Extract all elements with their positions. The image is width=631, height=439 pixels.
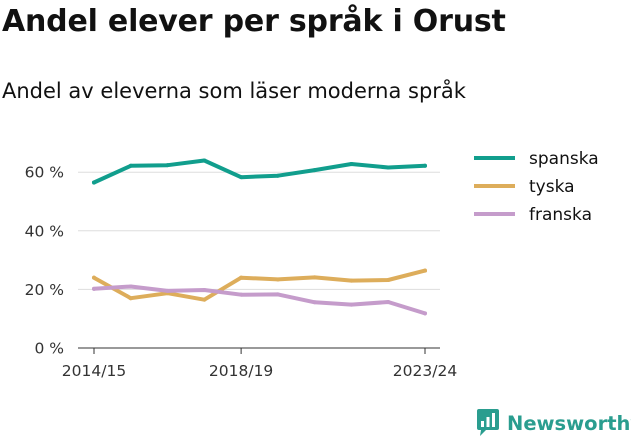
data-point-spanska	[202, 158, 207, 163]
data-point-franska	[349, 302, 354, 307]
data-point-spanska	[239, 175, 244, 180]
y-tick-label: 40 %	[25, 222, 64, 240]
y-tick-label: 20 %	[25, 281, 64, 299]
chart-subtitle: Andel av eleverna som läser moderna språ…	[2, 79, 466, 103]
data-point-franska	[239, 292, 244, 297]
series-line-franska	[92, 284, 427, 316]
data-point-spanska	[349, 161, 354, 166]
data-point-franska	[202, 287, 207, 292]
data-point-franska	[165, 288, 170, 293]
data-point-franska	[386, 299, 391, 304]
series-line-tyska	[92, 268, 427, 302]
data-point-tyska	[423, 268, 427, 273]
data-point-tyska	[386, 278, 391, 283]
data-point-tyska	[128, 296, 133, 301]
brand-name: Newsworthy	[507, 411, 631, 435]
data-point-spanska	[423, 163, 427, 168]
legend-label-franska: franska	[529, 205, 592, 225]
data-point-franska	[312, 300, 317, 305]
data-point-spanska	[128, 163, 133, 168]
data-point-tyska	[275, 277, 280, 282]
data-point-spanska	[275, 173, 280, 178]
data-point-tyska	[239, 275, 244, 280]
data-point-tyska	[349, 278, 354, 283]
legend-label-tyska: tyska	[529, 177, 575, 197]
y-tick-label: 0 %	[34, 340, 64, 358]
x-tick-label: 2014/15	[62, 362, 126, 380]
data-point-tyska	[202, 297, 207, 302]
x-tick-label: 2018/19	[209, 362, 273, 380]
line-chart: 2014/15 2018/19 2023/24 0 % 20 % 40 % 60 % sp…	[25, 149, 599, 380]
data-point-spanska	[165, 163, 170, 168]
newsworthy-chart-icon	[477, 409, 499, 436]
brand-logo: Newsworthy	[476, 407, 631, 439]
x-tick-label: 2023/24	[393, 362, 457, 380]
data-point-tyska	[92, 275, 96, 280]
data-point-franska	[423, 311, 427, 316]
series-line-spanska	[92, 158, 427, 185]
data-point-franska	[92, 286, 96, 291]
legend-label-spanska: spanska	[529, 149, 599, 169]
data-point-spanska	[312, 168, 317, 173]
chart-title: Andel elever per språk i Orust	[2, 4, 506, 39]
data-point-spanska	[386, 165, 391, 170]
data-point-franska	[275, 292, 280, 297]
data-point-tyska	[312, 275, 317, 280]
y-tick-label: 60 %	[25, 164, 64, 182]
data-point-spanska	[92, 180, 96, 185]
data-point-franska	[128, 284, 133, 289]
